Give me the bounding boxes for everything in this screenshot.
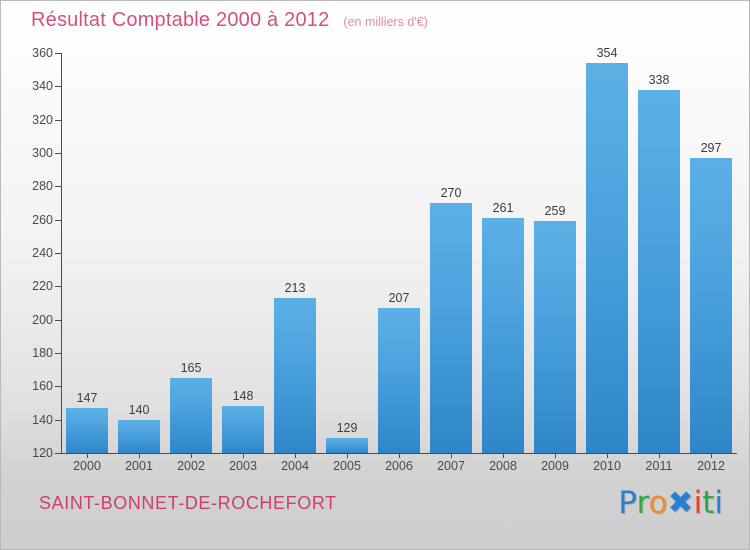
- bar-value-label: 297: [700, 141, 722, 155]
- bar-value-label: 165: [180, 361, 202, 375]
- bar-value-label: 140: [128, 402, 150, 417]
- x-axis-label: 2009: [541, 459, 569, 473]
- y-axis-tick: [55, 219, 62, 221]
- x-axis-tick: [347, 453, 348, 458]
- chart-header: Résultat Comptable 2000 à 2012 (en millie…: [31, 9, 428, 32]
- y-axis-tick: [55, 286, 62, 288]
- bar-value-label: 129: [336, 421, 358, 435]
- logo-letter-p: P: [618, 485, 637, 521]
- bar-value-label: 259: [544, 204, 566, 219]
- y-axis-tick: [55, 419, 62, 421]
- bar[interactable]: 338: [638, 73, 680, 453]
- x-axis-tick: [451, 453, 452, 458]
- logo-letter-x: ✖: [667, 485, 694, 521]
- bar[interactable]: 259: [534, 204, 576, 453]
- bar-value-label: 338: [648, 72, 670, 87]
- y-axis-tick: [55, 153, 62, 154]
- y-axis-tick: [55, 453, 62, 454]
- x-axis-tick: [139, 453, 140, 458]
- bar[interactable]: 207: [378, 291, 420, 453]
- y-axis-tick: [55, 319, 62, 321]
- x-axis-label: 2012: [697, 459, 725, 473]
- x-axis-label: 2004: [281, 459, 309, 473]
- y-axis-label: 180: [32, 346, 53, 360]
- bar[interactable]: 354: [586, 46, 628, 453]
- x-axis-tick: [243, 453, 244, 458]
- logo-letter-i-second: i: [714, 485, 723, 521]
- x-axis-label: 2005: [333, 459, 361, 473]
- bar-value-label: 213: [284, 281, 306, 295]
- y-axis-label: 140: [32, 412, 53, 427]
- y-axis-label: 280: [32, 179, 53, 194]
- y-axis-tick: [55, 86, 62, 88]
- bar-value-label: 354: [596, 46, 618, 60]
- bar[interactable]: 165: [170, 361, 212, 453]
- y-axis-label: 220: [32, 279, 53, 294]
- footer: SAINT-BONNET-DE-ROCHEFORT Pro✖iti: [1, 471, 749, 549]
- bar[interactable]: 261: [482, 201, 524, 453]
- y-axis-label: 340: [32, 79, 53, 94]
- y-axis-tick: [55, 253, 62, 254]
- x-axis-label: 2010: [593, 459, 621, 473]
- y-axis-label: 240: [32, 246, 53, 260]
- y-axis-label: 120: [32, 446, 53, 460]
- plot-area: 120 140 160 180 200 220 240 260 280 300 320 340 360 …: [32, 46, 737, 473]
- y-axis-tick: [55, 119, 62, 121]
- bar-value-label: 261: [492, 201, 514, 215]
- y-axis-label: 360: [32, 46, 53, 60]
- x-axis-label: 2003: [229, 459, 257, 473]
- commune-name: SAINT-BONNET-DE-ROCHEFORT: [39, 493, 337, 513]
- y-axis-label: 160: [32, 379, 53, 394]
- bar[interactable]: 297: [690, 141, 732, 453]
- x-axis-label: 2001: [125, 459, 153, 473]
- x-axis-tick: [87, 453, 88, 458]
- x-axis-tick: [503, 453, 504, 458]
- bar-value-label: 148: [232, 389, 254, 404]
- y-axis-label: 260: [32, 212, 53, 227]
- x-axis-label: 2008: [489, 459, 517, 473]
- proxiti-logo: Pro✖iti: [618, 485, 723, 521]
- x-axis-tick: [191, 453, 192, 458]
- bar[interactable]: 213: [274, 281, 316, 453]
- bar[interactable]: 270: [430, 186, 472, 453]
- x-axis-tick: [607, 453, 608, 458]
- x-axis-tick: [555, 453, 556, 458]
- y-axis-tick: [55, 353, 62, 354]
- y-axis-label: 200: [32, 312, 53, 327]
- bar[interactable]: 147: [66, 391, 108, 453]
- x-axis-label: 2011: [645, 459, 673, 473]
- x-axis-tick: [659, 453, 660, 458]
- y-axis-tick: [55, 186, 62, 188]
- y-axis-tick: [55, 53, 62, 54]
- logo-letter-t: t: [702, 485, 715, 521]
- bar[interactable]: 129: [326, 421, 368, 453]
- bar[interactable]: 140: [118, 403, 160, 453]
- logo-letter-o: o: [648, 485, 668, 521]
- x-axis-tick: [295, 453, 296, 458]
- bar[interactable]: 148: [222, 389, 264, 453]
- bar-value-label: 270: [440, 186, 462, 200]
- x-axis-label: 2007: [437, 459, 465, 473]
- x-axis-tick: [399, 453, 400, 458]
- page-title: Résultat Comptable 2000 à 2012: [31, 9, 330, 31]
- chart-units-subtitle: (en milliers d'€): [343, 15, 428, 29]
- y-axis-label: 320: [32, 112, 53, 127]
- x-axis-label: 2002: [177, 459, 205, 473]
- y-axis-tick: [55, 386, 62, 388]
- x-axis-label: 2000: [73, 459, 101, 473]
- bar-value-label: 207: [388, 291, 410, 305]
- bar-value-label: 147: [76, 391, 98, 405]
- x-axis-label: 2006: [385, 459, 413, 473]
- y-axis-label: 300: [32, 146, 53, 160]
- logo-letter-r: r: [636, 485, 649, 521]
- logo-letter-i-first: i: [693, 485, 703, 521]
- x-axis-tick: [711, 453, 712, 458]
